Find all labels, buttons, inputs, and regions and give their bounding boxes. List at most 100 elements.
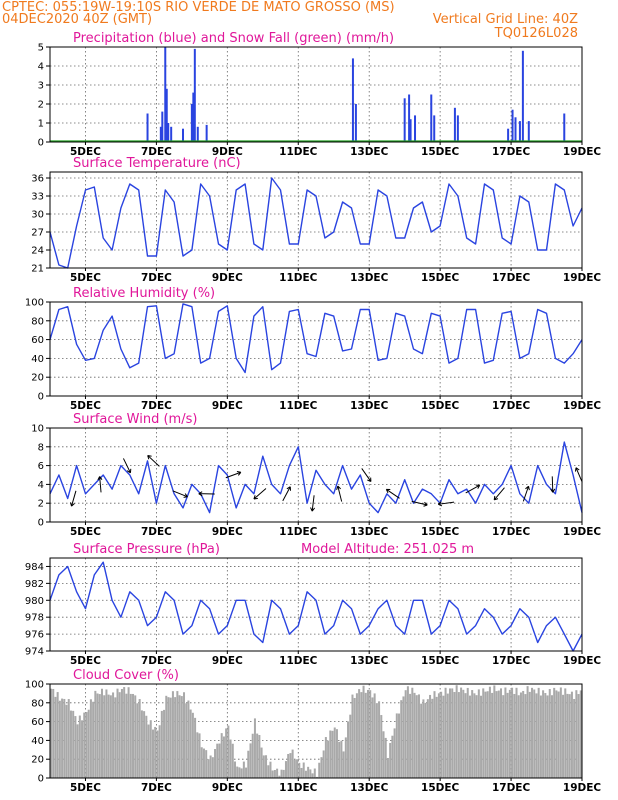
y-tick-label: 100 xyxy=(25,298,44,309)
y-tick-label: 40 xyxy=(31,354,44,365)
cloud-bar xyxy=(222,736,225,778)
y-tick-label: 982 xyxy=(25,579,44,590)
x-tick-label: 5DEC xyxy=(70,526,101,538)
cloud-bar xyxy=(191,712,194,778)
wind-arrow-icon xyxy=(361,468,372,483)
cloud-bar xyxy=(69,710,72,778)
x-tick-label: 5DEC xyxy=(70,782,101,794)
cloud-bar xyxy=(118,692,121,778)
series-line xyxy=(49,561,583,652)
cloud-bar xyxy=(189,709,192,778)
cloud-bar xyxy=(550,695,553,778)
cloud-bar xyxy=(309,769,312,778)
cloud-bar xyxy=(462,689,465,778)
cloud-bar xyxy=(180,696,183,778)
wind-arrow-icon xyxy=(282,486,292,502)
cloud-bar xyxy=(125,693,128,778)
cloud-bar xyxy=(528,691,531,778)
header-station: CPTEC: 055:19W-19:10S RIO VERDE DE MATO … xyxy=(2,0,395,15)
cloud-bar xyxy=(546,695,549,778)
cloud-bar xyxy=(324,737,327,778)
header-grid-note: Vertical Grid Line: 40Z xyxy=(433,12,578,27)
x-tick-label: 9DEC xyxy=(212,782,243,794)
cloud-bar xyxy=(351,694,354,778)
x-tick-label: 19DEC xyxy=(563,655,602,667)
precip-bar xyxy=(433,115,436,142)
precip-bar xyxy=(192,92,195,142)
cloud-bar xyxy=(349,714,352,778)
series-line xyxy=(49,303,583,374)
precip-bar xyxy=(190,104,193,142)
panel-title: Cloud Cover (%) xyxy=(73,668,179,683)
cloud-bar xyxy=(557,691,560,778)
cloud-bar xyxy=(291,749,294,778)
cloud-bar xyxy=(404,690,407,778)
cloud-bar xyxy=(413,692,416,778)
x-tick-label: 11DEC xyxy=(279,655,318,667)
cloud-bar xyxy=(502,695,505,778)
cloud-bar xyxy=(433,691,436,778)
cloud-bar xyxy=(537,687,540,778)
cloud-bar xyxy=(105,689,108,778)
cloud-bar xyxy=(559,687,562,778)
cloud-bar xyxy=(78,715,81,778)
wind-arrow-icon xyxy=(411,500,428,507)
cloud-bar xyxy=(267,765,270,778)
cloud-bar xyxy=(160,710,163,778)
y-tick-label: 2 xyxy=(38,499,44,510)
cloud-bar xyxy=(276,768,279,778)
cloud-bar xyxy=(444,687,447,778)
y-tick-label: 0 xyxy=(38,518,44,529)
cloud-bar xyxy=(253,718,256,778)
cloud-bar xyxy=(573,698,576,778)
x-tick-label: 17DEC xyxy=(492,782,531,794)
cloud-bar xyxy=(453,692,456,778)
cloud-bar xyxy=(81,720,84,778)
x-tick-label: 19DEC xyxy=(563,272,602,284)
cloud-bar xyxy=(89,699,92,778)
plot-frame xyxy=(49,683,583,779)
cloud-bar xyxy=(429,694,432,778)
cloud-bar xyxy=(542,690,545,778)
cloud-bar xyxy=(440,691,443,778)
cloud-bar xyxy=(233,761,236,778)
cloud-bar xyxy=(464,693,467,778)
cloud-bar xyxy=(103,695,106,778)
plot-frame xyxy=(49,557,583,652)
y-tick-label: 0 xyxy=(38,138,44,149)
y-tick-label: 0 xyxy=(38,392,44,403)
series-line xyxy=(49,177,583,269)
cloud-bar xyxy=(422,699,425,778)
cloud-bar xyxy=(347,721,350,778)
cloud-bar xyxy=(76,724,79,778)
cloud-bar xyxy=(178,695,181,778)
x-tick-label: 13DEC xyxy=(350,272,389,284)
x-tick-label: 5DEC xyxy=(70,655,101,667)
cloud-bar xyxy=(400,700,403,778)
precip-bar xyxy=(161,111,164,142)
y-tick-label: 2 xyxy=(38,100,44,111)
cloud-bar xyxy=(373,693,376,778)
cloud-bar xyxy=(575,690,578,778)
precip-bar xyxy=(193,48,196,142)
cloud-bar xyxy=(236,766,239,778)
cloud-bar xyxy=(522,690,525,778)
cloud-bar xyxy=(245,767,248,778)
cloud-bar xyxy=(269,761,272,778)
cloud-bar xyxy=(355,693,358,778)
panel-title: Surface Temperature (nC) xyxy=(73,156,241,171)
precip-bar xyxy=(164,47,167,142)
cloud-bar xyxy=(446,693,449,778)
x-tick-label: 7DEC xyxy=(141,400,172,412)
cloud-bar xyxy=(120,689,123,778)
x-tick-label: 9DEC xyxy=(212,146,243,158)
cloud-bar xyxy=(358,689,361,778)
cloud-bar xyxy=(116,688,119,778)
x-tick-label: 7DEC xyxy=(141,272,172,284)
cloud-bar xyxy=(391,735,394,778)
cloud-bar xyxy=(225,728,228,778)
cloud-bar xyxy=(123,687,126,778)
cloud-bar xyxy=(451,688,454,778)
series-line xyxy=(49,441,583,514)
